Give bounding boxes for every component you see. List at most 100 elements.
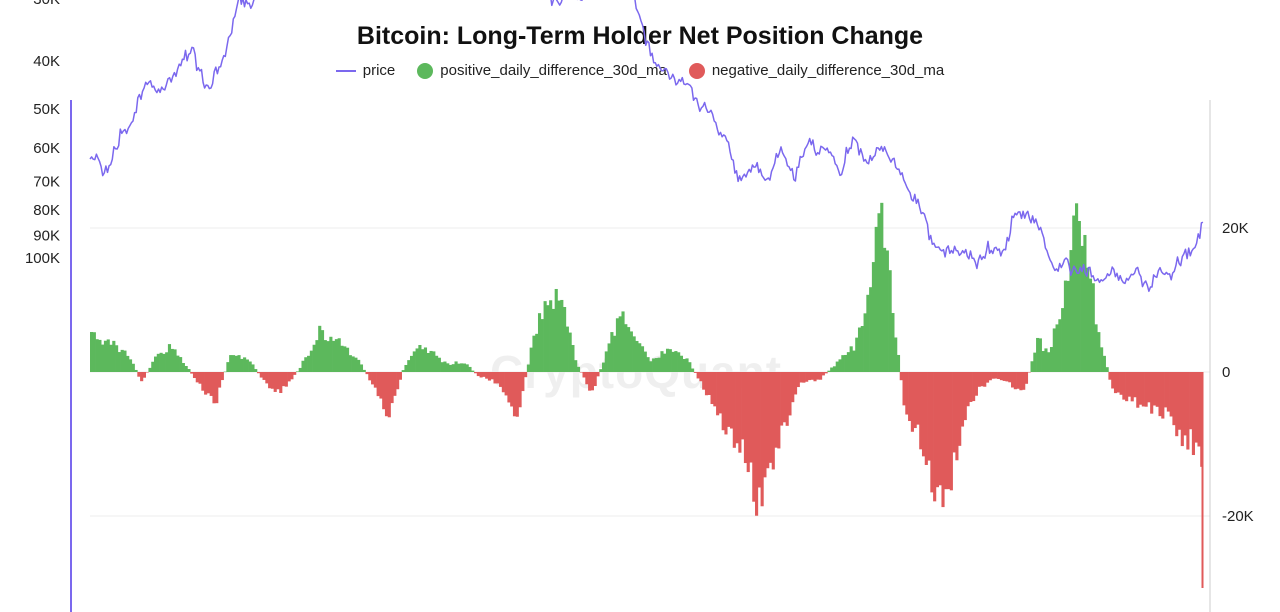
negative-bar [582, 372, 586, 378]
negative-bar [699, 372, 703, 382]
left-tick-label: 90K [33, 227, 60, 244]
positive-bar [181, 363, 185, 372]
positive-bar [627, 327, 631, 372]
negative-bar [738, 372, 742, 453]
negative-bar [771, 372, 775, 470]
positive-bar [159, 352, 163, 372]
negative-bar [921, 372, 926, 457]
positive-bar [348, 355, 352, 372]
legend-item-negative[interactable]: negative_daily_difference_30d_ma [688, 62, 944, 79]
negative-bar [930, 372, 934, 493]
positive-bar [443, 361, 447, 372]
positive-bar [1066, 280, 1070, 372]
positive-bar [526, 364, 530, 372]
positive-bar [151, 361, 155, 372]
positive-bar [421, 349, 425, 372]
positive-bar [435, 355, 439, 372]
positive-bar [657, 357, 661, 372]
negative-bar [1158, 372, 1162, 417]
negative-bar [215, 372, 219, 404]
negative-bar [387, 372, 391, 418]
negative-bar [1166, 372, 1170, 412]
negative-bar [743, 372, 748, 464]
negative-bar [899, 372, 903, 381]
negative-bar [212, 372, 216, 404]
negative-bar [1130, 372, 1134, 402]
negative-bar [966, 372, 970, 407]
negative-bar [524, 372, 528, 378]
positive-bar [682, 359, 686, 372]
negative-bar [393, 372, 397, 396]
positive-bar [874, 226, 878, 372]
negative-bar [729, 372, 734, 429]
negative-bar [988, 372, 992, 381]
positive-bar [571, 345, 575, 372]
negative-bar [268, 372, 272, 389]
positive-bar [109, 344, 113, 372]
positive-bar [128, 359, 133, 372]
negative-bar [398, 372, 402, 380]
positive-bar [574, 360, 578, 372]
positive-bar [1083, 234, 1087, 372]
positive-bar [869, 287, 873, 372]
positive-bar [1086, 267, 1090, 372]
positive-bar [134, 369, 138, 372]
positive-bar [883, 247, 887, 372]
negative-bar [382, 372, 386, 410]
negative-bar [507, 372, 511, 403]
negative-bar [985, 372, 990, 383]
positive-bar [429, 350, 433, 372]
negative-bar [145, 372, 149, 373]
negative-bar [273, 372, 277, 392]
positive-bar [1088, 278, 1093, 372]
positive-bar [1080, 245, 1084, 372]
negative-bar [204, 372, 208, 395]
negative-bar [476, 372, 480, 377]
positive-bar [535, 333, 539, 372]
positive-bar [649, 361, 653, 372]
positive-bar [465, 364, 469, 372]
negative-bar [1027, 372, 1031, 373]
negative-bar [974, 372, 978, 396]
positive-bar [635, 340, 639, 372]
negative-bar [496, 372, 500, 384]
legend-item-price[interactable]: price [335, 62, 395, 79]
negative-bar [983, 372, 987, 387]
positive-bar [1063, 280, 1068, 372]
negative-bar [482, 372, 486, 377]
negative-bar [1136, 372, 1140, 408]
positive-bar [337, 338, 341, 372]
legend-item-positive[interactable]: positive_daily_difference_30d_ma [417, 62, 667, 79]
positive-bar [624, 324, 628, 372]
negative-bar [1177, 372, 1182, 430]
negative-bar [994, 372, 998, 379]
positive-bar [412, 351, 416, 372]
negative-bar [710, 372, 714, 405]
negative-bar [716, 372, 720, 416]
positive-bar [240, 358, 244, 372]
positive-bar [404, 364, 408, 372]
positive-bar [226, 362, 230, 372]
negative-bar [487, 372, 492, 381]
negative-bar [999, 372, 1004, 381]
negative-bar [1164, 372, 1168, 408]
positive-bar [170, 348, 174, 372]
negative-bar [1019, 372, 1023, 391]
right-tick-label: 0 [1222, 364, 1230, 381]
negative-bar [796, 372, 800, 388]
negative-bar [824, 372, 828, 374]
negative-bar [373, 372, 377, 388]
negative-bar [1011, 372, 1015, 388]
positive-bar [237, 355, 241, 372]
positive-bar [629, 331, 633, 372]
positive-bar [251, 364, 255, 372]
positive-bar [529, 347, 533, 372]
negative-bar [256, 372, 261, 374]
positive-bar [891, 313, 895, 372]
negative-bar [259, 372, 263, 378]
negative-bar [1189, 372, 1193, 430]
negative-bar [905, 372, 909, 415]
negative-bar [368, 372, 372, 381]
positive-bar [1077, 221, 1081, 372]
positive-bar [894, 337, 898, 372]
